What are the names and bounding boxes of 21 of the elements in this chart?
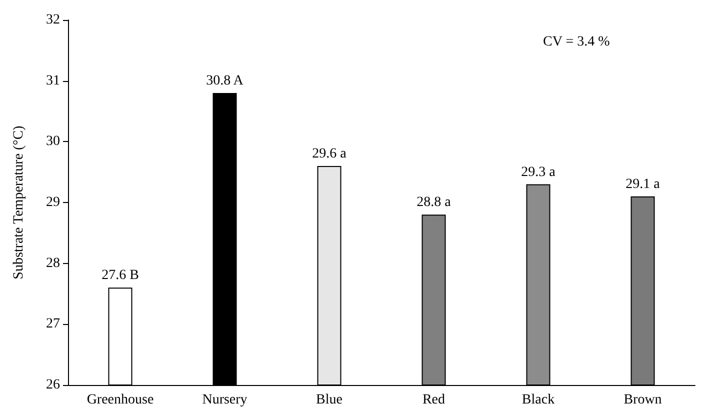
- x-tick-label: Black: [522, 392, 555, 408]
- y-tick-label: 31: [46, 73, 60, 88]
- y-tick-label: 27: [46, 316, 60, 332]
- data-label: 28.8 a: [416, 195, 452, 210]
- x-tick-label: Greenhouse: [86, 392, 154, 408]
- data-label: 29.1 a: [626, 176, 661, 192]
- y-axis-title: Substrate Temperature (°C): [12, 125, 26, 280]
- x-tick-label: Red: [422, 392, 446, 408]
- y-tick-label: 26: [46, 378, 60, 392]
- annotation: CV = 3.4 %: [542, 34, 610, 50]
- x-tick-label: Brown: [624, 392, 662, 408]
- y-tick-label: 28: [46, 256, 60, 271]
- data-label: 27.6 B: [102, 268, 139, 284]
- y-tick-label: 32: [46, 12, 60, 28]
- data-label: 29.6 a: [312, 146, 348, 162]
- data-label: 29.3 a: [521, 164, 556, 180]
- x-tick-label: Blue: [316, 392, 342, 408]
- y-tick-label: 30: [46, 134, 60, 150]
- data-label: 30.8 A: [206, 74, 244, 88]
- y-tick-label: 29: [46, 195, 60, 210]
- x-tick-label: Nursery: [202, 392, 248, 408]
